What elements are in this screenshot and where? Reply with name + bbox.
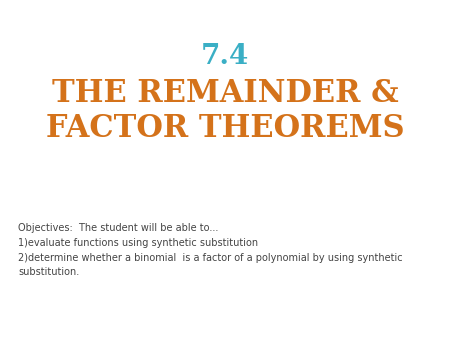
- Text: THE REMAINDER &: THE REMAINDER &: [52, 78, 398, 109]
- Text: FACTOR THEOREMS: FACTOR THEOREMS: [46, 113, 404, 144]
- Text: Objectives:  The student will be able to...
1)evaluate functions using synthetic: Objectives: The student will be able to.…: [18, 223, 403, 277]
- Text: 7.4: 7.4: [201, 43, 249, 70]
